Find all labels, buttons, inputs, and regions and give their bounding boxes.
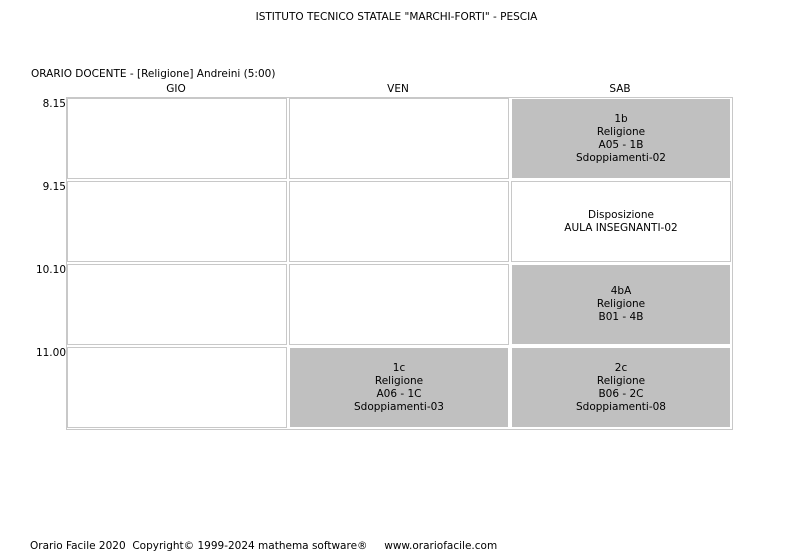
day-header-ven: VEN — [387, 83, 409, 95]
lesson-line: Religione — [596, 298, 646, 310]
footer: Orario Facile 2020 Copyright© 1999-2024 … — [30, 540, 497, 552]
lesson-line: Disposizione — [588, 208, 654, 221]
lesson-line: Sdoppiamenti-02 — [576, 151, 666, 164]
day-header-sab: SAB — [609, 83, 631, 95]
lesson-line: 1b — [614, 112, 628, 125]
timetable-cell-ven-1 — [289, 98, 509, 179]
timetable-cell-sab-3: 4bA Religione B01 - 4B — [511, 264, 731, 345]
timetable-cell-ven-3 — [289, 264, 509, 345]
footer-url: www.orariofacile.com — [384, 540, 498, 552]
time-label-4: 11.00 — [35, 347, 66, 359]
time-label-1: 8.15 — [42, 98, 66, 110]
lesson-line: B01 - 4B — [598, 311, 644, 323]
timetable-cell-gio-4 — [67, 347, 287, 428]
lesson-line: Sdoppiamenti-08 — [576, 400, 666, 413]
lesson-line: A06 - 1C — [376, 387, 422, 400]
school-title: ISTITUTO TECNICO STATALE "MARCHI-FORTI" … — [255, 11, 538, 23]
time-label-2: 9.15 — [42, 181, 66, 193]
lesson-line: 2c — [614, 361, 628, 374]
timetable-cell-gio-3 — [67, 264, 287, 345]
lesson-line: AULA INSEGNANTI-02 — [564, 221, 678, 234]
lesson-line: Religione — [596, 125, 646, 138]
day-header-gio: GIO — [166, 83, 186, 95]
timetable-cell-ven-2 — [289, 181, 509, 262]
footer-app-name: Orario Facile 2020 — [30, 540, 126, 552]
lesson-line: Sdoppiamenti-03 — [354, 400, 444, 413]
footer-copyright: Copyright© 1999-2024 mathema software® — [132, 540, 368, 552]
lesson-line: Religione — [374, 374, 424, 387]
timetable-cell-sab-4: 2c Religione B06 - 2C Sdoppiamenti-08 — [511, 347, 731, 428]
lesson-line: 4bA — [610, 285, 632, 297]
timetable-cell-gio-2 — [67, 181, 287, 262]
lesson-line: Religione — [596, 374, 646, 387]
teacher-schedule-title: ORARIO DOCENTE - [Religione] Andreini (5… — [31, 68, 276, 80]
time-label-3: 10.10 — [35, 264, 66, 276]
timetable-cell-gio-1 — [67, 98, 287, 179]
lesson-line: A05 - 1B — [598, 138, 644, 151]
lesson-line: B06 - 2C — [598, 387, 644, 400]
timetable-cell-ven-4: 1c Religione A06 - 1C Sdoppiamenti-03 — [289, 347, 509, 428]
lesson-line: 1c — [392, 361, 406, 374]
timetable-cell-sab-1: 1b Religione A05 - 1B Sdoppiamenti-02 — [511, 98, 731, 179]
timetable-cell-sab-2: Disposizione AULA INSEGNANTI-02 — [511, 181, 731, 262]
timetable-grid: 1b Religione A05 - 1B Sdoppiamenti-02 Dispos… — [66, 97, 733, 430]
